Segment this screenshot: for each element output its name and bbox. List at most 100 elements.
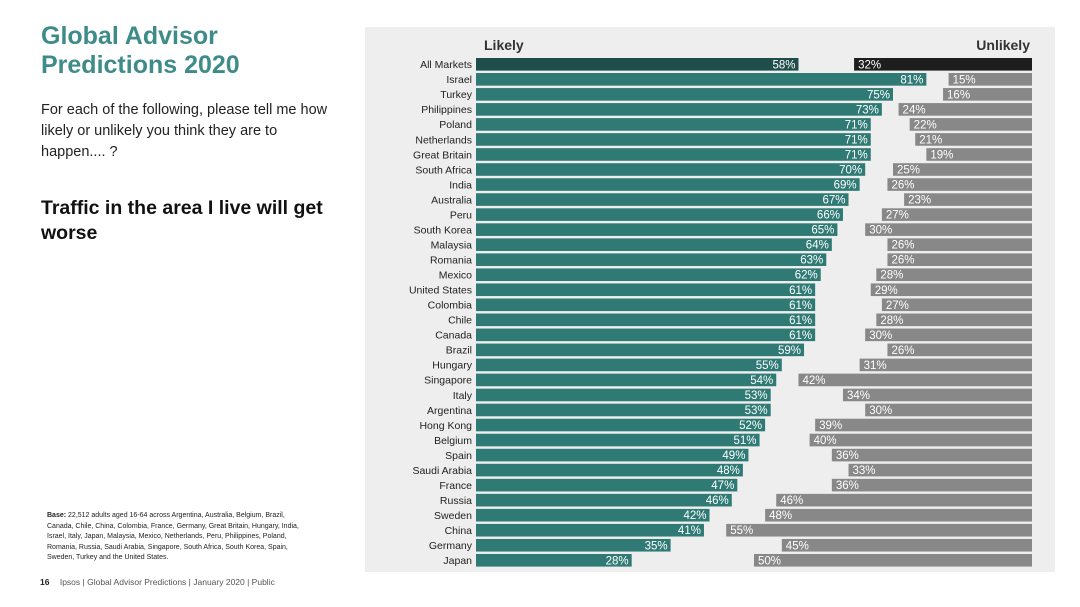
likely-bar <box>476 358 782 372</box>
category-label: Belgium <box>434 435 472 447</box>
likely-value-label: 46% <box>706 495 729 507</box>
unlikely-bar <box>926 148 1032 161</box>
unlikely-value-label: 15% <box>953 74 976 86</box>
likely-value-label: 42% <box>683 510 706 522</box>
category-label: Malaysia <box>431 239 473 251</box>
likely-bar <box>476 523 704 537</box>
base-label: Base: <box>47 512 67 519</box>
likely-bar <box>476 223 838 236</box>
category-label: Australia <box>431 194 472 206</box>
likely-header: Likely <box>484 37 524 53</box>
likely-value-label: 61% <box>789 285 812 297</box>
category-label: Romania <box>430 254 472 266</box>
unlikely-bar <box>898 103 1032 116</box>
category-label: India <box>449 179 472 191</box>
category-label: South Africa <box>415 164 472 176</box>
unlikely-value-label: 27% <box>886 210 909 222</box>
category-label: Turkey <box>440 89 472 101</box>
likely-bar <box>476 328 816 342</box>
likely-value-label: 66% <box>817 210 840 222</box>
likely-bar <box>476 88 893 101</box>
unlikely-bar <box>809 433 1032 447</box>
base-note: Base: 22,512 adults aged 16-64 across Ar… <box>47 511 309 564</box>
base-text: 22,512 adults aged 16-64 across Argentin… <box>47 512 299 562</box>
likely-bar <box>476 478 738 492</box>
unlikely-value-label: 28% <box>880 270 903 282</box>
category-label: Poland <box>439 119 472 131</box>
unlikely-bar <box>726 523 1032 537</box>
likely-value-label: 62% <box>795 270 818 282</box>
unlikely-value-label: 30% <box>869 405 892 417</box>
unlikely-value-label: 26% <box>891 240 914 252</box>
unlikely-bar <box>893 163 1032 176</box>
unlikely-bar <box>943 88 1032 101</box>
likely-bar <box>476 163 866 176</box>
category-label: Hong Kong <box>419 420 472 432</box>
unlikely-bar <box>876 313 1032 327</box>
page-number: 16 <box>40 577 50 587</box>
category-label: Italy <box>453 390 473 402</box>
category-label: Germany <box>429 540 473 552</box>
unlikely-value-label: 36% <box>836 450 859 462</box>
unlikely-bar <box>904 193 1032 206</box>
unlikely-bar <box>881 208 1032 221</box>
unlikely-value-label: 27% <box>886 300 909 312</box>
likely-value-label: 47% <box>711 480 734 492</box>
category-label: South Korea <box>414 224 473 236</box>
likely-value-label: 63% <box>800 255 823 267</box>
likely-value-label: 54% <box>750 375 773 387</box>
likely-bar <box>476 148 871 161</box>
unlikely-value-label: 26% <box>891 180 914 192</box>
likely-bar <box>476 373 777 387</box>
unlikely-bar <box>887 178 1032 191</box>
likely-bar <box>476 178 860 191</box>
category-label: Hungary <box>432 360 472 372</box>
category-label: United States <box>409 285 472 297</box>
category-label: Philippines <box>421 104 472 116</box>
unlikely-value-label: 34% <box>847 390 870 402</box>
category-label: Saudi Arabia <box>412 465 472 477</box>
unlikely-value-label: 45% <box>786 540 809 552</box>
unlikely-bar <box>776 493 1032 507</box>
likely-bar <box>476 238 832 251</box>
likely-bar <box>476 553 632 567</box>
survey-question: For each of the following, please tell m… <box>41 102 328 160</box>
unlikely-bar <box>909 118 1032 131</box>
likely-bar <box>476 298 816 312</box>
likely-bar <box>476 448 749 462</box>
likely-bar <box>476 58 799 71</box>
unlikely-bar <box>831 448 1032 462</box>
unlikely-value-label: 32% <box>858 59 881 71</box>
category-label: Chile <box>448 315 472 327</box>
slide-title: Global Advisor Predictions 2020 <box>41 22 240 79</box>
category-label: China <box>445 525 473 537</box>
category-label: All Markets <box>420 59 472 71</box>
likely-bar <box>476 538 671 552</box>
footer-text: Ipsos | Global Advisor Predictions | Jan… <box>59 577 275 587</box>
unlikely-value-label: 36% <box>836 480 859 492</box>
unlikely-value-label: 33% <box>853 465 876 477</box>
unlikely-value-label: 46% <box>780 495 803 507</box>
category-label: Mexico <box>439 270 472 282</box>
likely-value-label: 35% <box>645 540 668 552</box>
unlikely-value-label: 42% <box>802 375 825 387</box>
likely-value-label: 48% <box>717 465 740 477</box>
likely-bar <box>476 313 816 327</box>
category-label: Brazil <box>446 345 472 357</box>
likely-bar <box>476 343 805 357</box>
unlikely-value-label: 16% <box>947 89 970 101</box>
likely-value-label: 49% <box>722 450 745 462</box>
category-label: Japan <box>443 555 472 567</box>
unlikely-bar <box>948 73 1032 86</box>
unlikely-bar <box>865 403 1032 417</box>
likely-value-label: 41% <box>678 525 701 537</box>
likely-bar <box>476 103 882 116</box>
unlikely-bar <box>865 328 1032 342</box>
unlikely-value-label: 26% <box>891 345 914 357</box>
unlikely-value-label: 22% <box>914 119 937 131</box>
likely-bar <box>476 253 827 266</box>
likely-value-label: 70% <box>839 165 862 177</box>
unlikely-bar <box>876 268 1032 282</box>
likely-value-label: 69% <box>834 180 857 192</box>
